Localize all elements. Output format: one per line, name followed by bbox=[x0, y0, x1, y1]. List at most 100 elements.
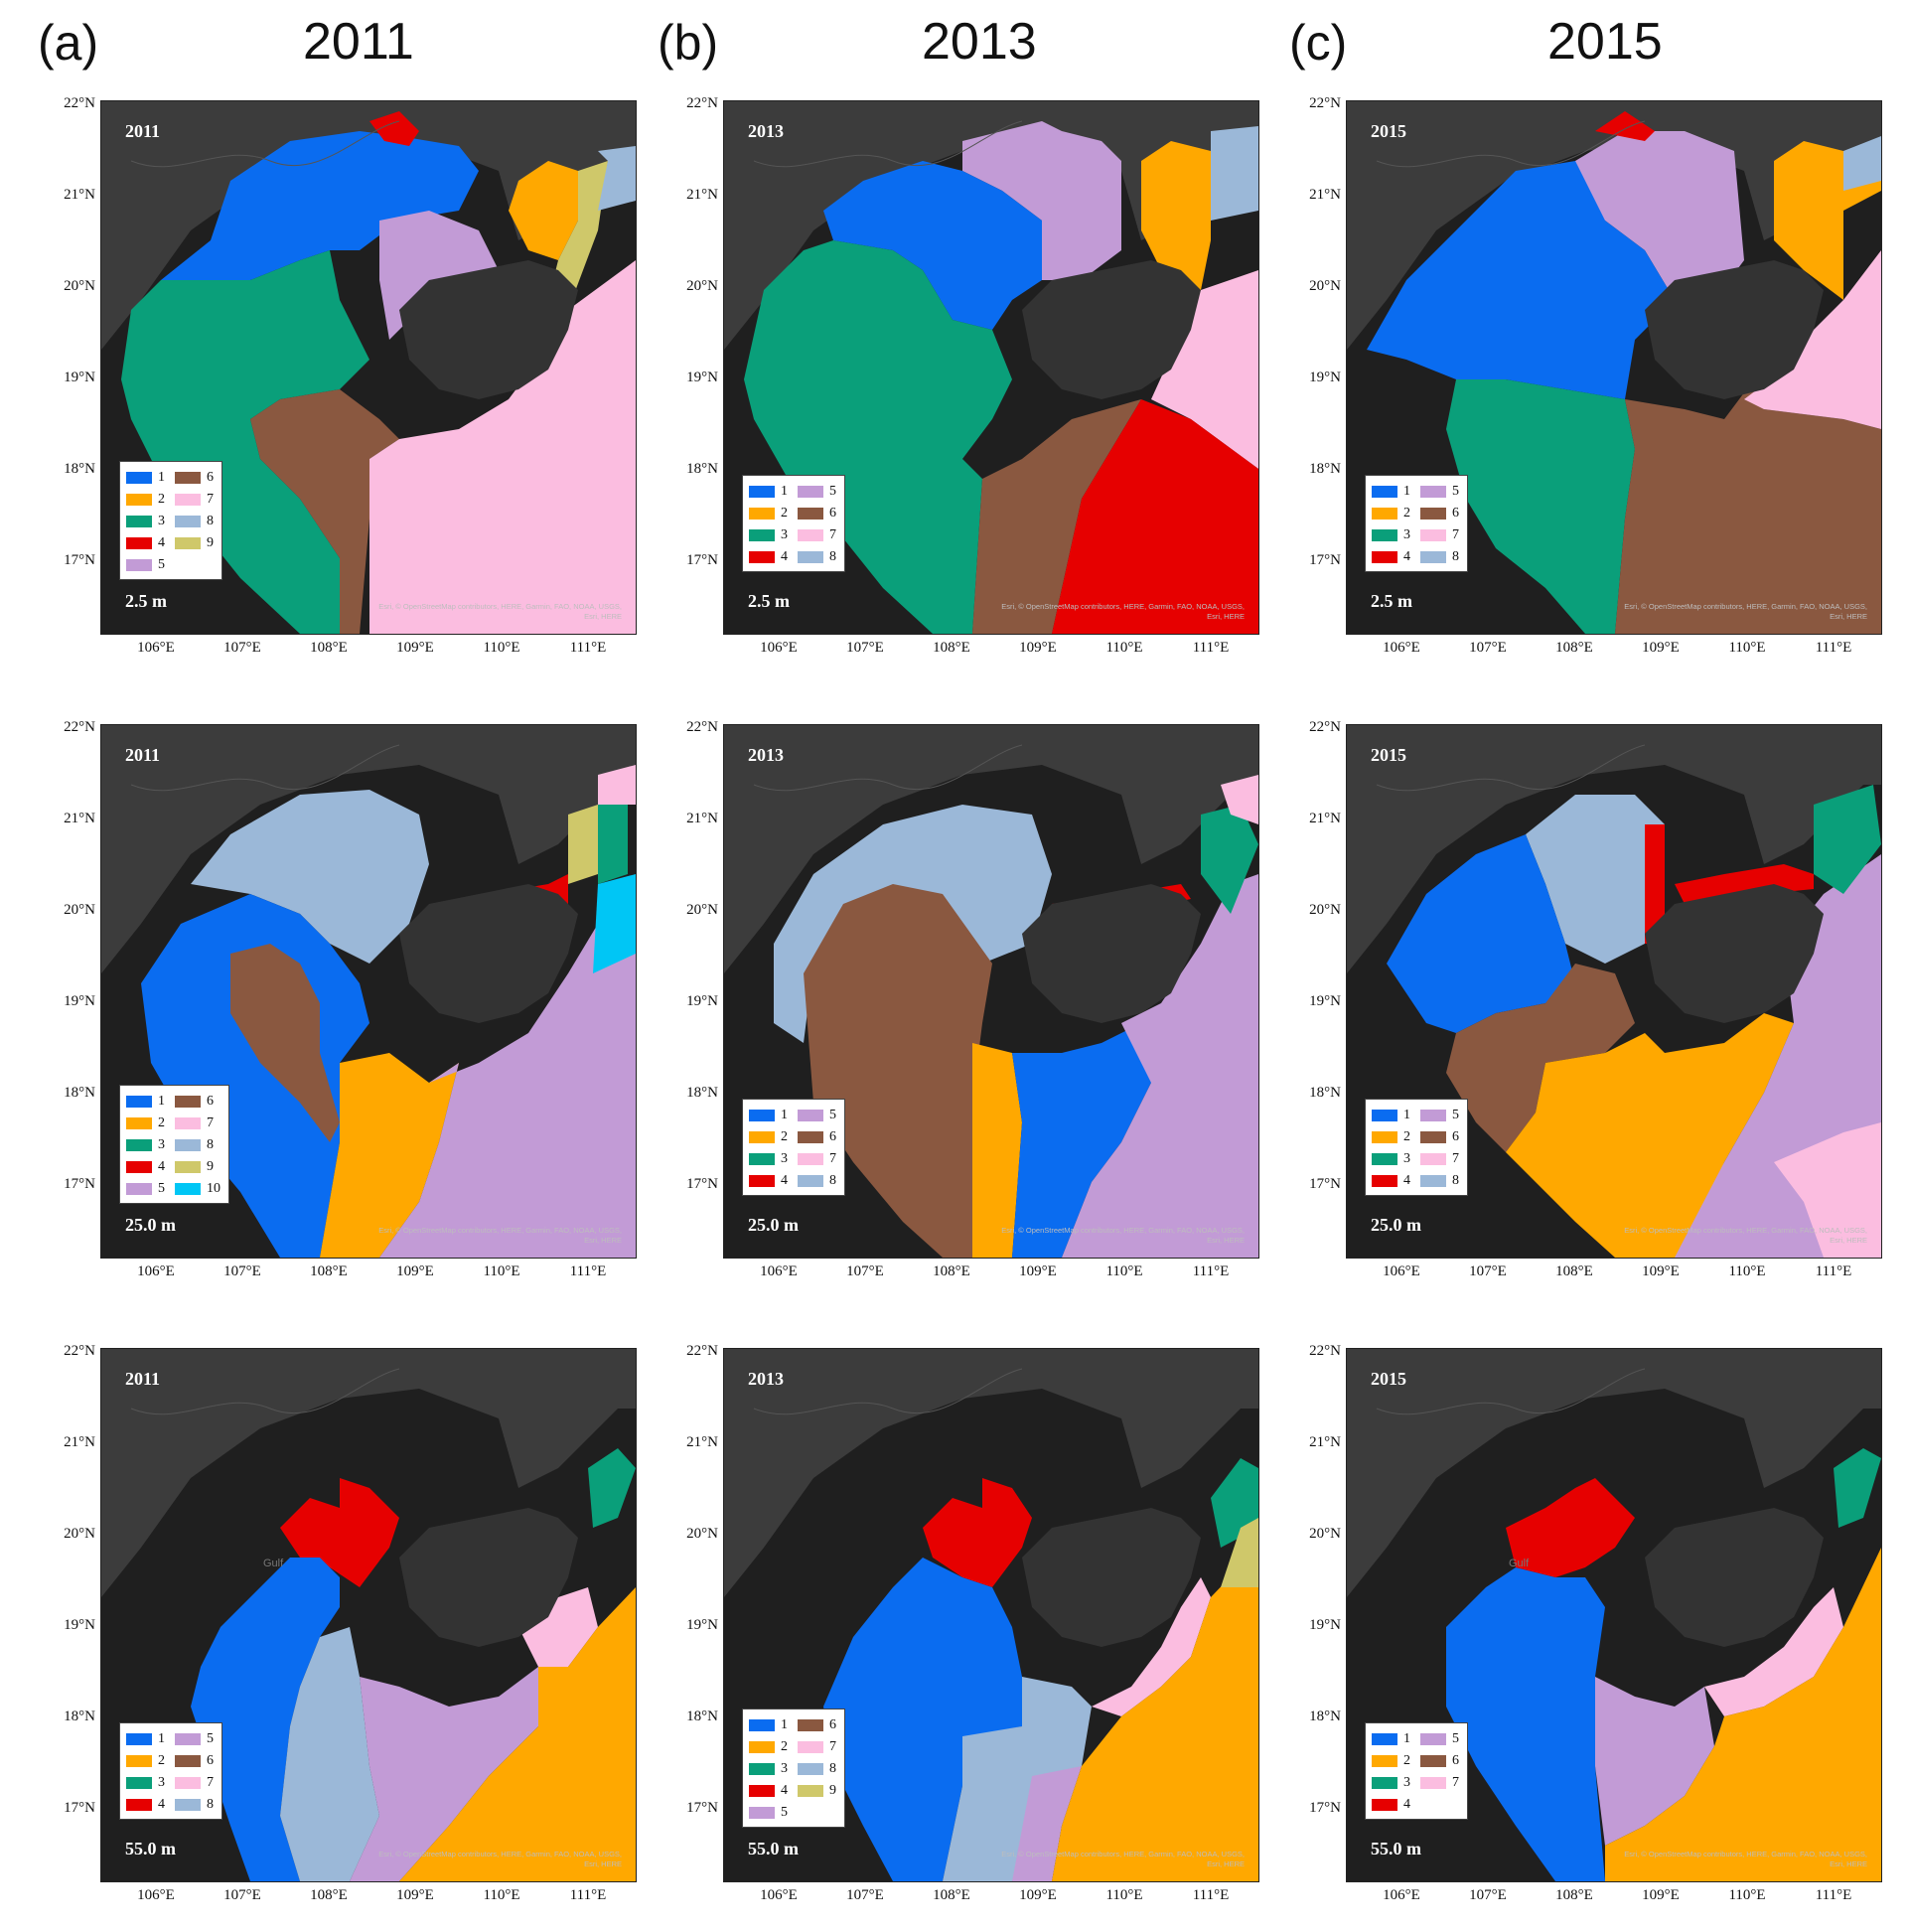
lat-tick-label: 22°N bbox=[1309, 1343, 1341, 1359]
legend-item-1: 1 bbox=[749, 482, 788, 502]
lon-tick-label: 107°E bbox=[846, 640, 884, 656]
legend-swatch bbox=[798, 1785, 823, 1797]
lon-tick-label: 109°E bbox=[396, 1263, 434, 1279]
lon-tick-label: 109°E bbox=[1642, 640, 1680, 656]
legend-label: 7 bbox=[1452, 527, 1459, 542]
map-panel-2013-55m: 2013 55.0 m Esri, © OpenStreetMap contribu… bbox=[723, 1348, 1259, 1882]
legend-item-2: 2 bbox=[1372, 504, 1410, 523]
cluster-region-1 bbox=[191, 1558, 340, 1881]
legend-label: 10 bbox=[207, 1181, 220, 1196]
cluster-region-8 bbox=[943, 1677, 1092, 1881]
lon-tick-label: 106°E bbox=[137, 640, 175, 656]
legend-label: 1 bbox=[158, 1094, 165, 1109]
river-line bbox=[1376, 1368, 1646, 1415]
cluster-region-6 bbox=[1615, 379, 1881, 634]
legend-label: 4 bbox=[781, 1783, 788, 1798]
legend-item-7: 7 bbox=[798, 1737, 836, 1757]
legend-label: 6 bbox=[207, 1094, 214, 1109]
lat-tick-label: 21°N bbox=[686, 1434, 718, 1450]
river-line bbox=[753, 120, 1023, 168]
column-c-year: 2015 bbox=[1547, 13, 1663, 71]
legend-swatch bbox=[175, 472, 201, 484]
legend-item-7: 7 bbox=[175, 490, 214, 510]
cluster-region-3 bbox=[1814, 785, 1881, 894]
map-canvas bbox=[101, 725, 636, 1258]
legend-swatch bbox=[175, 1096, 201, 1108]
legend-swatch bbox=[175, 1755, 201, 1767]
cluster-region-3 bbox=[1446, 379, 1635, 634]
legend-swatch bbox=[1420, 486, 1446, 498]
legend-label: 1 bbox=[158, 1731, 165, 1746]
lat-tick-label: 19°N bbox=[64, 993, 95, 1009]
legend-label: 6 bbox=[207, 1753, 214, 1768]
lon-tick-label: 110°E bbox=[1105, 1263, 1143, 1279]
lon-tick-label: 109°E bbox=[1019, 1263, 1057, 1279]
legend-item-8: 8 bbox=[1420, 1171, 1459, 1191]
cluster-region-1 bbox=[1367, 161, 1675, 399]
legend-label: 5 bbox=[1452, 1108, 1459, 1122]
legend-label: 4 bbox=[158, 535, 165, 550]
legend-label: 2 bbox=[781, 1129, 788, 1144]
legend-swatch bbox=[126, 494, 152, 506]
legend-label: 2 bbox=[781, 1739, 788, 1754]
legend-swatch bbox=[1372, 486, 1397, 498]
legend-label: 2 bbox=[1403, 1129, 1410, 1144]
lon-tick-label: 107°E bbox=[1469, 1887, 1507, 1903]
legend-label: 8 bbox=[1452, 1173, 1459, 1188]
cluster-region-8 bbox=[774, 805, 1052, 1043]
legend-label: 7 bbox=[829, 1151, 836, 1166]
cluster-region-8 bbox=[598, 146, 636, 211]
legend-label: 5 bbox=[829, 1108, 836, 1122]
lat-tick-label: 19°N bbox=[64, 370, 95, 385]
hainan-island bbox=[399, 260, 578, 399]
lat-tick-label: 20°N bbox=[64, 1526, 95, 1542]
cluster-region-3 bbox=[1834, 1448, 1881, 1528]
legend-swatch bbox=[126, 1733, 152, 1745]
legend-item-7: 7 bbox=[175, 1773, 214, 1793]
lon-tick-label: 110°E bbox=[1728, 1263, 1766, 1279]
legend-item-1: 1 bbox=[749, 1106, 788, 1125]
legend-label: 2 bbox=[1403, 506, 1410, 520]
legend-swatch bbox=[126, 537, 152, 549]
legend-swatch bbox=[175, 1733, 201, 1745]
legend-swatch bbox=[1420, 1153, 1446, 1165]
map-panel-2015-55m: 2015 55.0 m Esri, © OpenStreetMap contribu… bbox=[1346, 1348, 1882, 1882]
lat-tick-label: 21°N bbox=[1309, 187, 1341, 203]
river-line bbox=[753, 744, 1023, 792]
legend-swatch bbox=[798, 1131, 823, 1143]
legend-swatch bbox=[126, 1755, 152, 1767]
cluster-region-6 bbox=[230, 944, 340, 1142]
legend-item-2: 2 bbox=[749, 504, 788, 523]
lat-tick-label: 17°N bbox=[686, 552, 718, 568]
legend-swatch bbox=[175, 1139, 201, 1151]
legend-swatch bbox=[798, 551, 823, 563]
depth-label: 25.0 m bbox=[125, 1215, 176, 1235]
legend-item-4: 4 bbox=[749, 547, 788, 567]
lat-tick-label: 17°N bbox=[64, 1176, 95, 1192]
legend-item-4: 4 bbox=[1372, 1171, 1410, 1191]
cluster-region-2 bbox=[509, 161, 578, 260]
column-a-year: 2011 bbox=[303, 13, 414, 71]
legend-swatch bbox=[1372, 508, 1397, 520]
cluster-region-1 bbox=[161, 131, 479, 280]
legend-item-5: 5 bbox=[126, 1179, 165, 1199]
lon-tick-label: 111°E bbox=[1815, 1263, 1852, 1279]
legend-item-8: 8 bbox=[175, 512, 214, 531]
lon-tick-label: 108°E bbox=[310, 1263, 348, 1279]
map-attribution: Esri, © OpenStreetMap contributors, HERE… bbox=[378, 1850, 622, 1868]
legend-swatch bbox=[1420, 1755, 1446, 1767]
cluster-region-8 bbox=[1526, 795, 1665, 964]
legend-item-5: 5 bbox=[126, 555, 165, 575]
lat-tick-label: 17°N bbox=[686, 1800, 718, 1816]
legend-item-6: 6 bbox=[175, 1751, 214, 1771]
legend-item-5: 5 bbox=[749, 1803, 788, 1823]
legend-swatch bbox=[749, 1741, 775, 1753]
column-c-letter: (c) bbox=[1289, 15, 1348, 71]
lat-tick-label: 18°N bbox=[686, 1085, 718, 1101]
legend-label: 8 bbox=[207, 1137, 214, 1152]
legend-swatch bbox=[798, 1741, 823, 1753]
depth-label: 2.5 m bbox=[125, 591, 167, 611]
legend-swatch bbox=[798, 1719, 823, 1731]
lon-tick-label: 106°E bbox=[760, 1263, 798, 1279]
legend-label: 6 bbox=[207, 470, 214, 485]
